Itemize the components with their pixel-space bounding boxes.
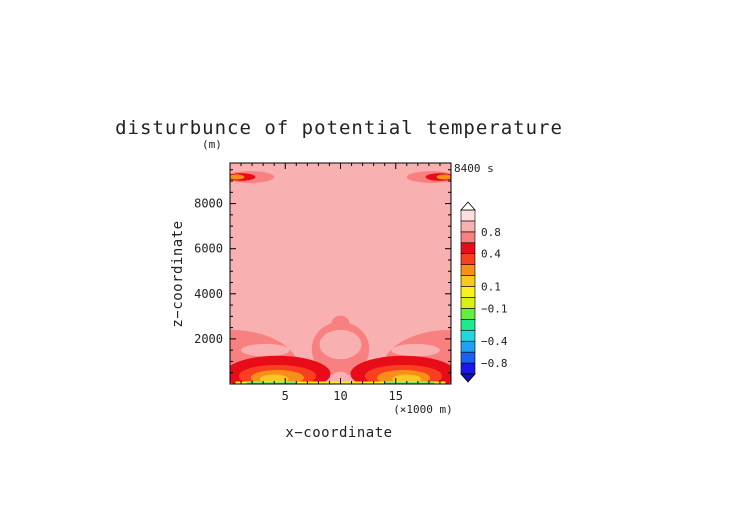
colorbar-extend-min <box>460 373 476 383</box>
colorbar-segment <box>460 340 476 353</box>
colorbar-tick-label: 0.1 <box>481 281 501 294</box>
contour-region-21 <box>332 371 349 382</box>
colorbar-segment <box>460 362 476 375</box>
contour-region-19 <box>259 374 289 384</box>
colorbar-segment <box>460 264 476 276</box>
y-axis-label: z−coordinate <box>170 220 186 327</box>
contour-region-23 <box>246 382 297 384</box>
y-axis: 2000 4000 6000 8000 <box>194 169 451 374</box>
contour-region-24 <box>384 382 435 384</box>
colorbar-segment <box>460 351 476 364</box>
colorbar-segment <box>460 286 476 298</box>
colorbar-segment <box>460 253 476 265</box>
y-tick-label: 6000 <box>194 242 223 256</box>
x-tick-label: 5 <box>282 389 289 403</box>
colorbar-segment <box>460 297 476 309</box>
x-units-label: (×1000 m) <box>393 403 453 416</box>
colorbar-segment <box>460 209 476 222</box>
contour-region-10 <box>241 343 290 357</box>
contour-region-11 <box>391 343 440 357</box>
chart-title: disturbunce of potential temperature <box>115 117 563 139</box>
contour-region-2 <box>230 174 245 180</box>
x-tick-label: 10 <box>333 389 347 403</box>
colorbar-tick-label: 0.8 <box>481 226 501 239</box>
plot-area <box>230 163 451 384</box>
colorbar-segment <box>460 242 476 255</box>
colorbar-extend-max <box>460 201 476 211</box>
colorbar-tick-label: −0.1 <box>481 302 508 315</box>
colorbar-tick-label: −0.4 <box>481 335 508 348</box>
y-tick-label: 2000 <box>194 332 223 346</box>
colorbar-segment <box>460 308 476 320</box>
x-axis: 5 10 15 <box>240 163 441 403</box>
colorbar-segment <box>460 220 476 233</box>
contour-region-9 <box>331 315 350 331</box>
colorbar-segment <box>460 275 476 287</box>
x-tick-label: 15 <box>389 389 403 403</box>
colorbar: 0.8 0.4 0.1 −0.1 −0.4 −0.8 <box>460 201 508 383</box>
colorbar-tick-label: −0.8 <box>481 357 508 370</box>
y-units-label: (m) <box>202 138 222 151</box>
colorbar-segment <box>460 319 476 331</box>
time-label: 8400 s <box>454 162 494 175</box>
x-axis-label: x−coordinate <box>285 425 392 441</box>
contour-region-20 <box>392 374 422 384</box>
colorbar-segment <box>460 329 476 342</box>
y-tick-label: 8000 <box>194 197 223 211</box>
contour-region-12 <box>319 329 362 360</box>
y-tick-label: 4000 <box>194 287 223 301</box>
colorbar-segment <box>460 231 476 244</box>
contour-region-5 <box>436 174 451 180</box>
colorbar-tick-label: 0.4 <box>481 248 501 261</box>
